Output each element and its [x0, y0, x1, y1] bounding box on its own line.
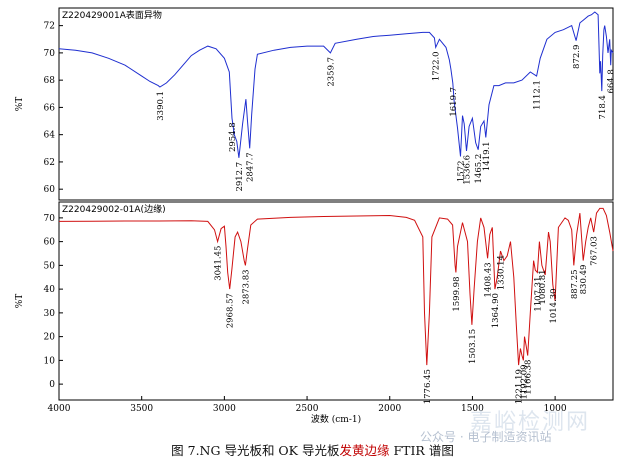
- bottom-plot: 0 10 20 30 40 50 60 70 %T Z220429002-01A(边缘) 3041.…: [15, 203, 614, 404]
- top-plot-frame: [58, 7, 614, 201]
- peak-label: 767.03: [590, 236, 600, 266]
- peak-label: 830.49: [579, 265, 589, 295]
- peak-label: 1599.98: [452, 277, 462, 312]
- spectrum-line: [58, 11, 614, 158]
- peak-label: 1536.6: [463, 155, 473, 185]
- peak-label: 1221.19: [515, 369, 525, 404]
- peak-label: 1619.7: [449, 87, 459, 117]
- spectrum-line: [58, 207, 614, 366]
- x-tick-label: 2500: [296, 404, 319, 414]
- y-tick-label: 10: [44, 356, 56, 366]
- top-plot: 60 62 64 66 68 70 72 %T Z220429001A表面异物 3390.1 295…: [15, 9, 617, 195]
- peak-label: 1330.14: [497, 255, 507, 290]
- peak-label: 887.25: [570, 269, 580, 299]
- peak-label: 664.8: [607, 69, 617, 93]
- figure-caption: 图 7.NG 导光板和 OK 导光板发黄边缘 FTIR 谱图: [0, 440, 625, 459]
- peak-label: 1107.31: [533, 277, 543, 312]
- y-tick-label: 70: [44, 214, 56, 224]
- series-title: Z220429002-01A(边缘): [62, 203, 166, 215]
- peak-label: 1503.15: [468, 329, 478, 364]
- y-tick-label: 60: [44, 238, 56, 248]
- caption-highlight: 发黄边缘: [339, 443, 390, 458]
- peak-label: 1166.38: [524, 360, 534, 395]
- x-tick-label: 3500: [130, 404, 153, 414]
- peak-label: 1572: [457, 161, 467, 183]
- peak-label: 2954.8: [228, 122, 238, 152]
- y-axis-label: %T: [15, 97, 25, 112]
- y-tick-label: 40: [44, 285, 56, 295]
- watermark-brand: 嘉峪检测网: [470, 410, 591, 435]
- caption-suffix: FTIR 谱图: [389, 443, 454, 458]
- y-tick-label: 70: [44, 49, 56, 59]
- peak-label: 2847.7: [246, 152, 256, 182]
- y-tick-label: 68: [44, 76, 56, 86]
- y-tick-label: 66: [44, 103, 56, 113]
- x-tick-label: 3000: [213, 404, 236, 414]
- peak-label: 872.9: [572, 45, 582, 69]
- peak-label: 1112.1: [533, 80, 543, 110]
- peak-label: 1465.2: [474, 154, 484, 184]
- y-tick-label: 64: [44, 131, 56, 141]
- x-axis-label: 波数 (cm-1): [311, 413, 361, 425]
- y-tick-label: 20: [44, 333, 56, 343]
- peak-label: 3390.1: [156, 91, 166, 121]
- peak-label: 1080.81: [538, 269, 548, 304]
- peak-label: 1014.30: [549, 288, 559, 323]
- x-axis: 4000 3500 3000 2500 2000 1500 1000 波数 (cm-1): [48, 396, 567, 425]
- peak-label: 1722.0: [432, 51, 442, 81]
- x-tick-label: 4000: [48, 404, 71, 414]
- bottom-plot-frame: [58, 201, 614, 401]
- y-tick-label: 62: [44, 158, 55, 168]
- caption-prefix: 图 7.NG 导光板和 OK 导光板: [171, 443, 340, 458]
- y-tick-label: 0: [49, 380, 55, 390]
- y-tick-label: 72: [44, 22, 55, 32]
- x-tick-label: 1000: [544, 404, 567, 414]
- series-title: Z220429001A表面异物: [62, 9, 162, 21]
- peak-label: 1192.09: [519, 364, 529, 399]
- peak-label: 1364.90: [491, 293, 501, 328]
- y-tick-label: 30: [44, 309, 56, 319]
- peak-label: 1419.1: [482, 141, 492, 171]
- y-tick-label: 60: [44, 185, 56, 195]
- peak-label: 718.4: [598, 95, 608, 119]
- x-tick-label: 2000: [378, 404, 401, 414]
- y-tick-label: 50: [44, 261, 56, 271]
- peak-label: 1408.43: [484, 262, 494, 297]
- peak-label: 2968.57: [226, 293, 236, 328]
- watermark-account: 公众号 · 电子制造资讯站: [420, 430, 552, 444]
- x-tick-label: 1500: [461, 404, 484, 414]
- peak-label: 2912.7: [235, 162, 245, 192]
- y-axis-label: %T: [15, 294, 25, 309]
- peak-label: 2873.83: [241, 269, 251, 304]
- peak-label: 2359.7: [326, 57, 336, 87]
- peak-label: 1776.45: [423, 369, 433, 404]
- peak-label: 3041.45: [214, 246, 224, 281]
